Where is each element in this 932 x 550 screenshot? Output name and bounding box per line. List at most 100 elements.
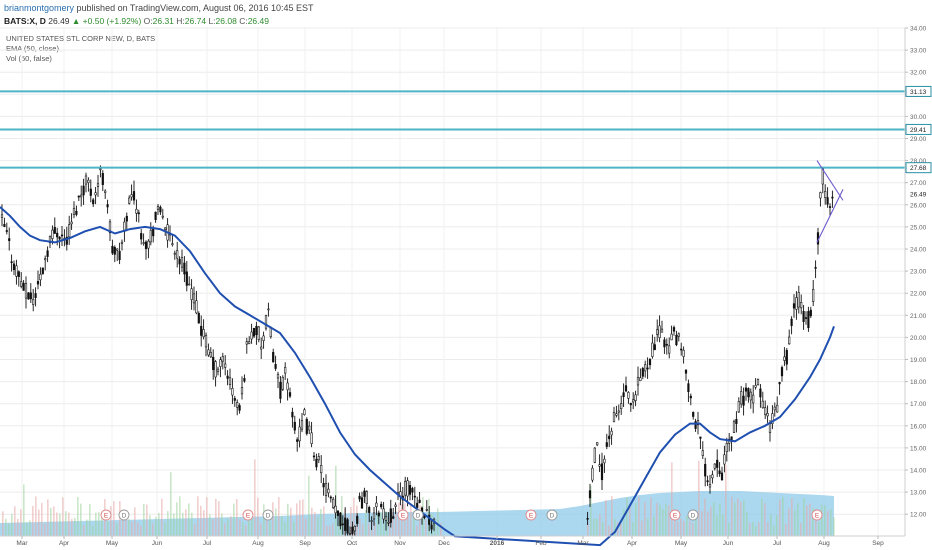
- volume-bar: [128, 519, 130, 536]
- volume-bar: [146, 504, 148, 536]
- volume-bar: [236, 498, 238, 536]
- candle-body: [36, 281, 40, 285]
- candle-body: [612, 411, 616, 423]
- time-axis[interactable]: Mar Apr May Jun Jul Aug Sep Oct Nov Dec 2016 Feb Mar…: [0, 535, 905, 547]
- candle-body: [773, 406, 776, 411]
- candle-body: [718, 470, 721, 475]
- volume-bar: [140, 525, 142, 536]
- candle-body: [310, 432, 313, 444]
- candle-body: [603, 458, 606, 464]
- candle-body: [586, 518, 589, 520]
- volume-bar: [83, 525, 85, 536]
- volume-bar: [731, 496, 733, 536]
- candle-body: [60, 234, 64, 237]
- volume-bar: [794, 510, 796, 536]
- price-tick-label: 34.00: [910, 26, 927, 33]
- level-price-box[interactable]: [905, 162, 932, 174]
- candle-body: [608, 435, 611, 440]
- dividend-marker[interactable]: [412, 509, 424, 521]
- horizontal-levels[interactable]: [0, 90, 905, 169]
- candle-body: [358, 495, 361, 500]
- legend-ema[interactable]: EMA (50, close): [6, 44, 59, 53]
- volume-bar: [185, 509, 187, 536]
- candle-body: [29, 292, 32, 300]
- candle-body: [17, 271, 20, 277]
- candle-body: [622, 392, 625, 398]
- candle-body: [39, 273, 42, 281]
- candle-body: [740, 391, 743, 405]
- candle-body: [329, 496, 332, 499]
- candle-body: [392, 516, 395, 519]
- earnings-marker[interactable]: [811, 509, 823, 521]
- earnings-marker[interactable]: [525, 509, 537, 521]
- candle-body: [418, 499, 421, 503]
- candle-body: [204, 334, 208, 348]
- volume-bar: [629, 506, 631, 536]
- volume-bar: [14, 506, 16, 536]
- candle-body: [692, 412, 695, 417]
- level-price-box[interactable]: [905, 123, 932, 135]
- earnings-marker[interactable]: [397, 509, 409, 521]
- earnings-marker[interactable]: [242, 509, 254, 521]
- candle-body: [178, 258, 181, 265]
- candle-body: [588, 490, 592, 499]
- candle-body: [296, 439, 299, 442]
- candle-body: [380, 503, 383, 508]
- volume-bar: [623, 509, 625, 536]
- volume-bar: [635, 503, 637, 536]
- volume-bar: [65, 511, 67, 536]
- candle-body: [620, 403, 623, 410]
- candle-body: [704, 463, 707, 477]
- candle-body: [430, 524, 433, 530]
- volume-bar: [107, 521, 109, 536]
- dividend-marker[interactable]: [546, 509, 558, 521]
- candle-body: [276, 374, 280, 379]
- candle-body: [46, 250, 49, 257]
- triangle-pattern[interactable]: [816, 160, 844, 243]
- last-price-box[interactable]: [906, 188, 931, 199]
- candle-body: [142, 242, 145, 244]
- volume-bar: [740, 502, 742, 536]
- candle-body: [747, 388, 750, 398]
- legend-volume[interactable]: Vol (50, false): [6, 54, 52, 63]
- volume-bar: [695, 510, 697, 536]
- triangle-upper-trendline[interactable]: [816, 160, 844, 201]
- dividend-marker[interactable]: [118, 509, 130, 521]
- volume-bar: [425, 519, 427, 536]
- earnings-marker[interactable]: [669, 509, 681, 521]
- triangle-lower-trendline[interactable]: [816, 189, 844, 243]
- candle-body: [293, 421, 296, 431]
- candle-body: [353, 525, 356, 532]
- candle-body: [96, 183, 100, 187]
- candle-body: [195, 300, 198, 314]
- volume-bar: [671, 462, 673, 536]
- candle-body: [236, 402, 239, 408]
- level-price-box[interactable]: [905, 85, 932, 97]
- volume-bar: [617, 522, 619, 536]
- candle-body: [653, 344, 656, 351]
- price-tick-label: 26.00: [910, 202, 927, 209]
- earnings-marker[interactable]: [100, 509, 112, 521]
- volume-bar: [71, 518, 73, 536]
- candle-body: [332, 498, 335, 508]
- price-tick-label: 14.00: [910, 468, 927, 475]
- price-axis[interactable]: 34.0033.0032.0031.0030.0029.0028.0027.00…: [904, 26, 932, 537]
- volume-bar: [269, 521, 271, 536]
- author-link[interactable]: brianmontgomery: [4, 3, 75, 13]
- dividend-marker[interactable]: [687, 509, 699, 521]
- price-tick-label: 22.00: [910, 291, 927, 298]
- volume-bar: [164, 522, 166, 536]
- candle-body: [406, 480, 409, 497]
- candle-body: [795, 297, 798, 310]
- candle-body: [761, 400, 764, 409]
- volume-bar: [653, 516, 655, 536]
- candle-body: [591, 467, 594, 481]
- dividend-marker[interactable]: [262, 509, 274, 521]
- legend-symbol[interactable]: UNITED STATES STL CORP NEW, D, BATS: [6, 34, 156, 43]
- candle-body: [8, 238, 11, 241]
- volume-bar: [38, 509, 40, 536]
- price-tick-label: 25.00: [910, 224, 927, 231]
- volume-bar: [620, 523, 622, 536]
